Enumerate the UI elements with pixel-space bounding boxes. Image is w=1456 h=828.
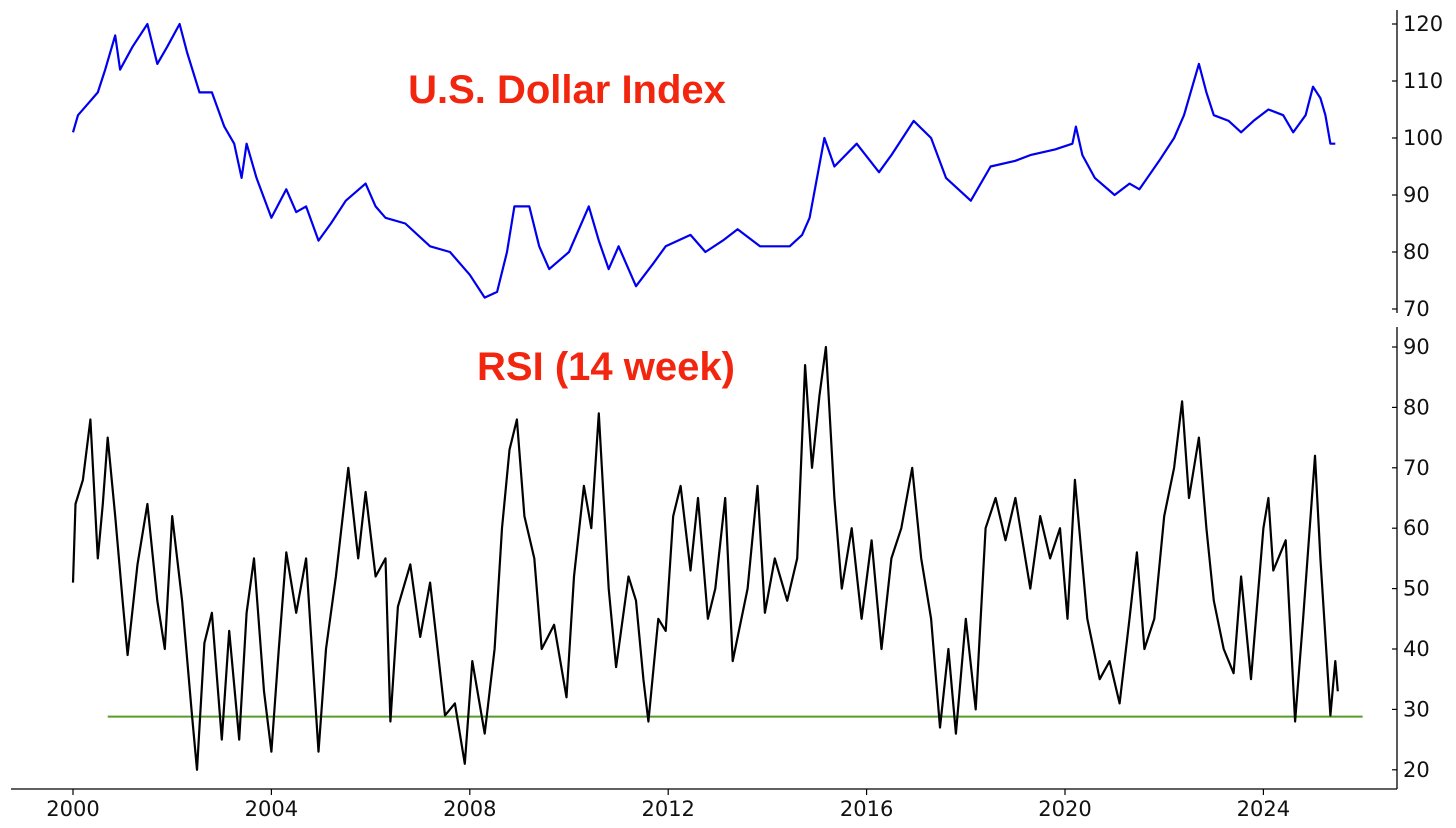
top-y-tick-label: 100 [1403, 126, 1443, 150]
bottom-y-tick-label: 20 [1403, 758, 1430, 782]
bottom-y-tick-label: 50 [1403, 577, 1430, 601]
x-tick-label: 2024 [1237, 797, 1290, 821]
bottom-y-ticks: 20 30 40 50 60 70 80 90 [1392, 335, 1430, 782]
top-y-tick-label: 80 [1403, 240, 1430, 264]
bottom-y-tick-label: 70 [1403, 456, 1430, 480]
x-tick-label: 2016 [840, 797, 893, 821]
rsi-panel: 20 30 40 50 60 70 80 90 2000 2004 2008 2012 2016 202… [11, 327, 1430, 821]
bottom-y-tick-label: 90 [1403, 335, 1430, 359]
rsi-title: RSI (14 week) [477, 345, 735, 389]
top-y-tick-label: 120 [1403, 12, 1443, 36]
x-tick-label: 2020 [1038, 797, 1091, 821]
bottom-y-tick-label: 60 [1403, 516, 1430, 540]
top-y-tick-label: 110 [1403, 69, 1443, 93]
dollar-index-title: U.S. Dollar Index [408, 68, 726, 112]
top-y-tick-label: 70 [1403, 297, 1430, 321]
bottom-y-tick-label: 30 [1403, 697, 1430, 721]
top-y-ticks: 70 80 90 100 110 120 [1392, 12, 1443, 321]
dollar-index-panel: 70 80 90 100 110 120 U.S. Dollar Index [71, 10, 1443, 321]
x-tick-label: 2004 [245, 797, 298, 821]
x-tick-label: 2008 [443, 797, 496, 821]
x-tick-label: 2000 [46, 797, 99, 821]
x-tick-label: 2012 [641, 797, 694, 821]
x-ticks: 2000 2004 2008 2012 2016 2020 2024 [46, 789, 1290, 821]
bottom-y-tick-label: 40 [1403, 637, 1430, 661]
top-y-tick-label: 90 [1403, 183, 1430, 207]
rsi-line [71, 345, 1339, 771]
bottom-y-tick-label: 80 [1403, 395, 1430, 419]
dollar-index-line [71, 22, 1336, 299]
